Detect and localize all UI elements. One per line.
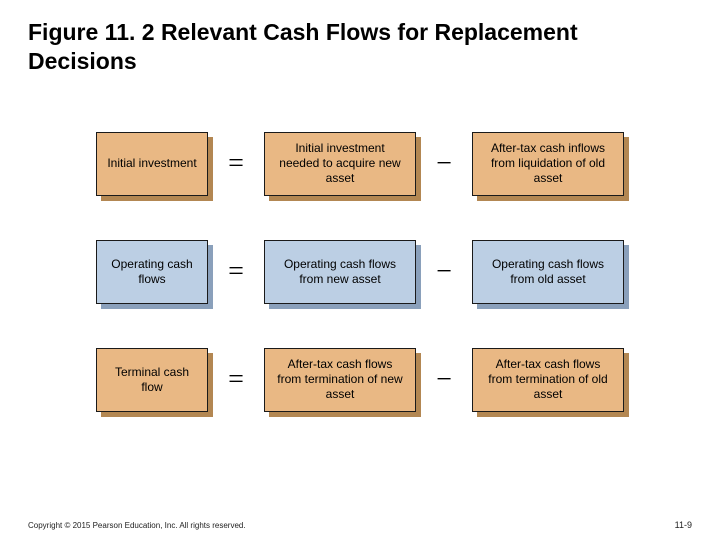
box-label: Initial investment needed to acquire new… (275, 141, 405, 186)
page: Figure 11. 2 Relevant Cash Flows for Rep… (0, 0, 720, 540)
box-right: After-tax cash inflows from liquidation … (472, 132, 624, 196)
equation-row: Initial investment = Initial investment … (96, 132, 624, 196)
box-label: Terminal cash flow (107, 365, 197, 395)
box-label: After-tax cash flows from termination of… (483, 357, 613, 402)
box-middle: Initial investment needed to acquire new… (264, 132, 416, 196)
minus-icon: − (432, 256, 456, 288)
box-label: Operating cash flows from new asset (275, 257, 405, 287)
box-left: Initial investment (96, 132, 208, 196)
equation-row: Operating cash flows = Operating cash fl… (96, 240, 624, 304)
page-title: Figure 11. 2 Relevant Cash Flows for Rep… (28, 18, 692, 76)
diagram: Initial investment = Initial investment … (28, 132, 692, 412)
equals-icon: = (224, 256, 248, 288)
box-right: After-tax cash flows from termination of… (472, 348, 624, 412)
equation-row: Terminal cash flow = After-tax cash flow… (96, 348, 624, 412)
box-face: After-tax cash flows from termination of… (264, 348, 416, 412)
box-label: Operating cash flows from old asset (483, 257, 613, 287)
minus-icon: − (432, 148, 456, 180)
box-face: After-tax cash flows from termination of… (472, 348, 624, 412)
box-label: After-tax cash inflows from liquidation … (483, 141, 613, 186)
box-label: After-tax cash flows from termination of… (275, 357, 405, 402)
box-face: Operating cash flows from old asset (472, 240, 624, 304)
copyright-text: Copyright © 2015 Pearson Education, Inc.… (28, 521, 246, 530)
box-face: After-tax cash inflows from liquidation … (472, 132, 624, 196)
box-label: Initial investment (107, 156, 196, 171)
footer: Copyright © 2015 Pearson Education, Inc.… (28, 520, 692, 530)
box-label: Operating cash flows (107, 257, 197, 287)
box-middle: After-tax cash flows from termination of… (264, 348, 416, 412)
box-face: Terminal cash flow (96, 348, 208, 412)
box-middle: Operating cash flows from new asset (264, 240, 416, 304)
equals-icon: = (224, 364, 248, 396)
page-number: 11-9 (675, 520, 692, 530)
box-right: Operating cash flows from old asset (472, 240, 624, 304)
box-face: Operating cash flows from new asset (264, 240, 416, 304)
box-face: Initial investment (96, 132, 208, 196)
box-left: Operating cash flows (96, 240, 208, 304)
equals-icon: = (224, 148, 248, 180)
box-left: Terminal cash flow (96, 348, 208, 412)
box-face: Operating cash flows (96, 240, 208, 304)
box-face: Initial investment needed to acquire new… (264, 132, 416, 196)
minus-icon: − (432, 364, 456, 396)
